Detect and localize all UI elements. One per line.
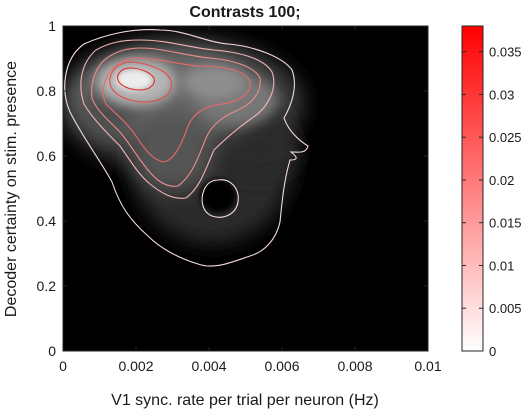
density-hole [200, 179, 236, 213]
contour-level-2 [80, 39, 275, 199]
chart-title: Contrasts 100; [189, 4, 300, 21]
x-tick-label: 0.004 [191, 358, 226, 374]
colorbar: 0 0.005 0.01 0.015 0.02 0.025 0.03 0.035 [461, 25, 522, 359]
x-tick-label: 0 [59, 358, 67, 374]
colorbar-tick-label: 0.03 [489, 87, 514, 102]
plot-area: 0 0.002 0.004 0.006 0.008 0.01 0 0.2 0.4 0.6 0.8 1 [37, 18, 442, 374]
plot-frame [62, 25, 429, 352]
density-mid-lower [130, 108, 214, 192]
colorbar-tick-label: 0.005 [489, 301, 522, 316]
contour-level-6 [117, 67, 155, 91]
colorbar-tick-label: 0 [489, 344, 496, 359]
density-core-right [182, 65, 246, 99]
y-tick-label: 0.8 [37, 83, 57, 99]
y-tick-label: 1 [48, 18, 56, 34]
colorbar-tick-label: 0.035 [489, 45, 522, 60]
density-glow-right [218, 122, 298, 178]
y-axis-label: Decoder certainty on stim. presence [3, 61, 20, 317]
density-peak [116, 70, 152, 90]
contour-level-1-hole [201, 179, 239, 218]
contour-level-4 [102, 57, 251, 163]
x-axis-label: V1 sync. rate per trial per neuron (Hz) [111, 392, 379, 409]
colorbar-tick-label: 0.025 [489, 130, 522, 145]
x-tick-label: 0.01 [414, 358, 441, 374]
contour-level-5 [109, 61, 173, 103]
x-tick-label: 0.002 [118, 358, 153, 374]
contour-level-3 [91, 47, 261, 187]
colorbar-tick-label: 0.02 [489, 173, 514, 188]
y-tick-label: 0 [48, 343, 56, 359]
x-tick-label: 0.006 [264, 358, 299, 374]
x-tick-label: 0.008 [337, 358, 372, 374]
y-tick-label: 0.4 [37, 213, 57, 229]
contour-level-1 [64, 29, 309, 267]
colorbar-scale [461, 25, 484, 352]
colorbar-tick-label: 0.015 [489, 216, 522, 231]
y-tick-label: 0.2 [37, 278, 57, 294]
colorbar-tick-label: 0.01 [489, 258, 514, 273]
contour-lines [64, 29, 309, 267]
colorbar-ticks: 0 0.005 0.01 0.015 0.02 0.025 0.03 0.035 [462, 45, 522, 359]
y-tick-label: 0.6 [37, 148, 57, 164]
axis-ticks: 0 0.002 0.004 0.006 0.008 0.01 0 0.2 0.4 0.6 0.8 1 [37, 18, 442, 374]
